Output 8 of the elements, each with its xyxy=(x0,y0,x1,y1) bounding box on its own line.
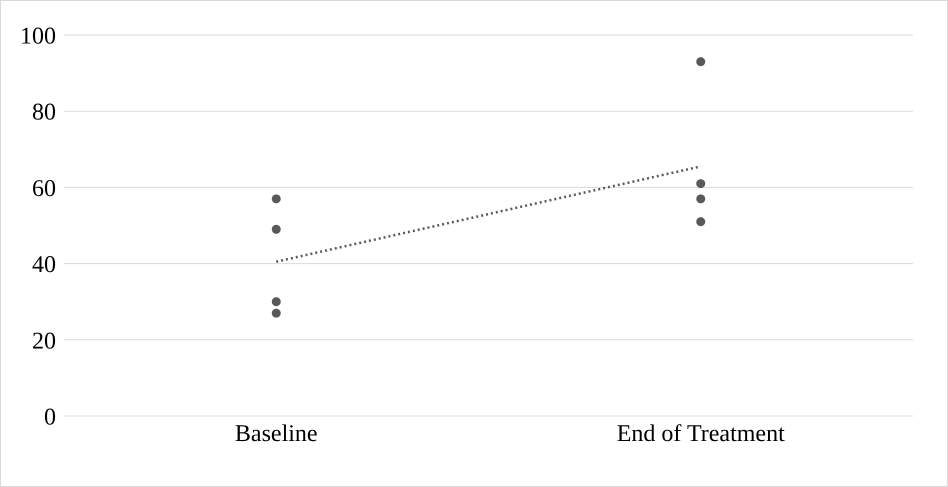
y-tick-label: 40 xyxy=(32,252,56,278)
y-tick-label: 80 xyxy=(32,100,56,126)
y-tick-label: 60 xyxy=(32,176,56,202)
y-tick-label: 100 xyxy=(20,24,56,50)
x-tick-label: Baseline xyxy=(234,421,318,448)
x-tick-label: End of Treatment xyxy=(616,421,786,448)
y-tick-label: 20 xyxy=(32,328,56,354)
y-tick-label: 0 xyxy=(44,404,56,431)
